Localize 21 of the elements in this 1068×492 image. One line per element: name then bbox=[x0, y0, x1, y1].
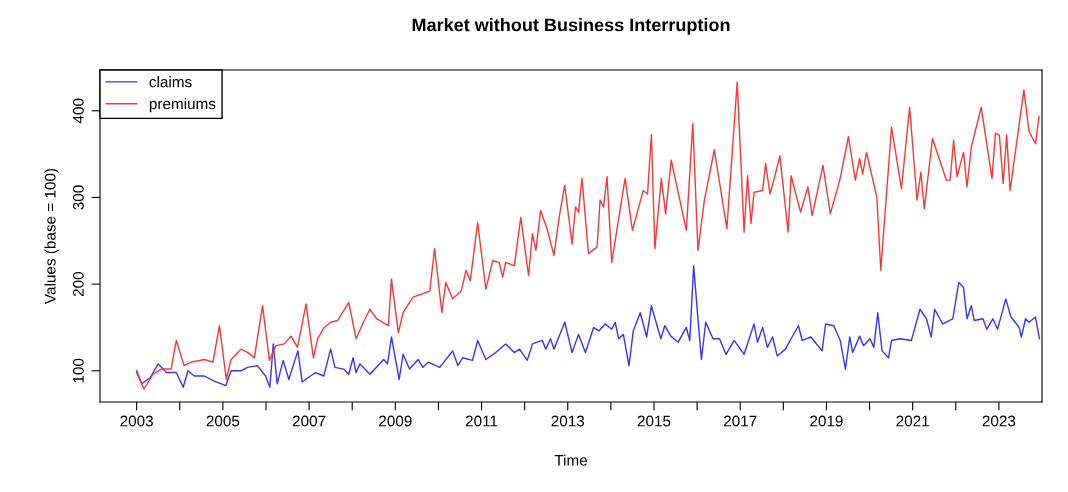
x-tick-label: 2013 bbox=[551, 415, 585, 427]
x-tick-label: 2003 bbox=[120, 415, 153, 427]
line-series bbox=[135, 265, 1041, 388]
x-tick-label: 2023 bbox=[982, 415, 1016, 427]
legend-label: claims bbox=[149, 76, 192, 88]
x-tick-label: 2005 bbox=[206, 415, 240, 427]
x-tick-label: 2021 bbox=[896, 415, 929, 427]
y-tick-label: 300 bbox=[72, 185, 84, 210]
x-tick-label: 2015 bbox=[637, 415, 671, 427]
y-tick-label: 200 bbox=[72, 271, 84, 297]
x-tick-label: 2017 bbox=[723, 415, 757, 427]
y-tick-label: 400 bbox=[72, 98, 84, 124]
x-axis-title: Time bbox=[554, 454, 588, 466]
x-tick-label: 2011 bbox=[465, 415, 498, 427]
y-axis-title: Values (base = 100) bbox=[44, 168, 59, 304]
x-tick-label: 2007 bbox=[292, 415, 326, 427]
x-tick-label: 2009 bbox=[379, 415, 412, 427]
chart-title: Market without Business Interruption bbox=[412, 18, 730, 35]
y-tick-label: 100 bbox=[72, 358, 84, 383]
legend-label: premiums bbox=[149, 97, 216, 113]
x-tick-label: 2019 bbox=[810, 415, 843, 427]
